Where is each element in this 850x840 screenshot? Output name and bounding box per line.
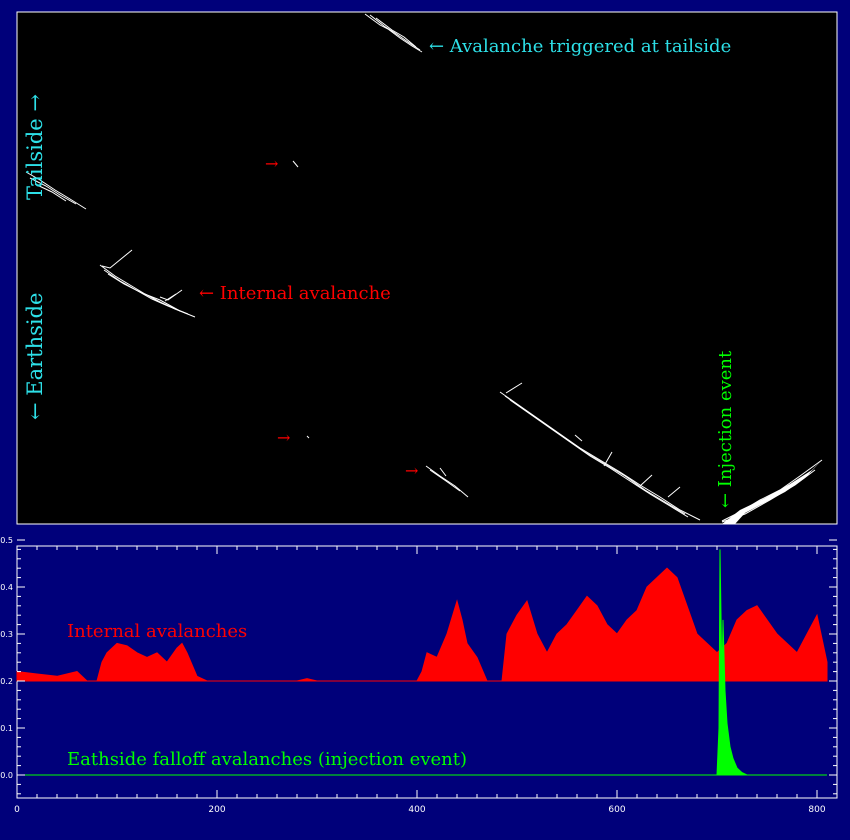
injection-burst	[722, 460, 822, 524]
tailside-label: Tailside →	[23, 94, 47, 200]
pointer-arrow-3: →	[405, 461, 418, 480]
y-tick-label: 0.1	[0, 724, 13, 733]
x-tick-label: 600	[608, 805, 625, 815]
x-tick-label: 200	[208, 805, 225, 815]
earthside-label: ← Earthside	[23, 293, 47, 421]
large-avalanche-track	[499, 382, 701, 521]
injection-event-annotation: ← Injection event	[715, 350, 736, 508]
tailside-avalanche-annotation: ← Avalanche triggered at tailside	[429, 36, 731, 57]
x-tick-label: 400	[408, 805, 425, 815]
pointer-arrow-2: →	[277, 428, 290, 447]
pointer-arrow-1: →	[265, 154, 278, 173]
small-dash-2	[306, 435, 310, 439]
x-tick-label: 800	[808, 805, 825, 815]
x-tick-label: 0	[14, 805, 20, 815]
chart-marks	[16, 549, 828, 776]
series-label-internal: Internal avalanches	[67, 621, 247, 642]
y-tick-label: 0.5	[0, 536, 13, 545]
trace-panel-frame	[16, 11, 838, 525]
y-tick-label: 0.2	[0, 677, 13, 686]
small-track-1	[25, 171, 87, 210]
internal-avalanche-track	[99, 249, 196, 318]
series-label-earthside: Eathside falloff avalanches (injection e…	[67, 749, 467, 770]
y-tick-label: 0.0	[0, 771, 13, 780]
avalanche-chart: 0 200 400 600 800 0.0 0.1 0.2 0.3 0.4 0.5 Internal…	[0, 536, 838, 815]
tailside-avalanche-track	[364, 13, 423, 53]
y-tick-label: 0.3	[0, 630, 13, 639]
chart-ticks: 0 200 400 600 800 0.0 0.1 0.2 0.3 0.4 0.5	[0, 536, 837, 815]
trace-tracks	[25, 13, 823, 523]
small-dash	[292, 160, 299, 168]
trace-panel: Tailside → ← Earthside ← Avalanche trigg…	[16, 11, 838, 525]
y-tick-label: 0.4	[0, 583, 13, 592]
series-area-1	[17, 549, 827, 776]
internal-avalanche-annotation: ← Internal avalanche	[199, 283, 391, 304]
small-track-2	[425, 465, 469, 498]
